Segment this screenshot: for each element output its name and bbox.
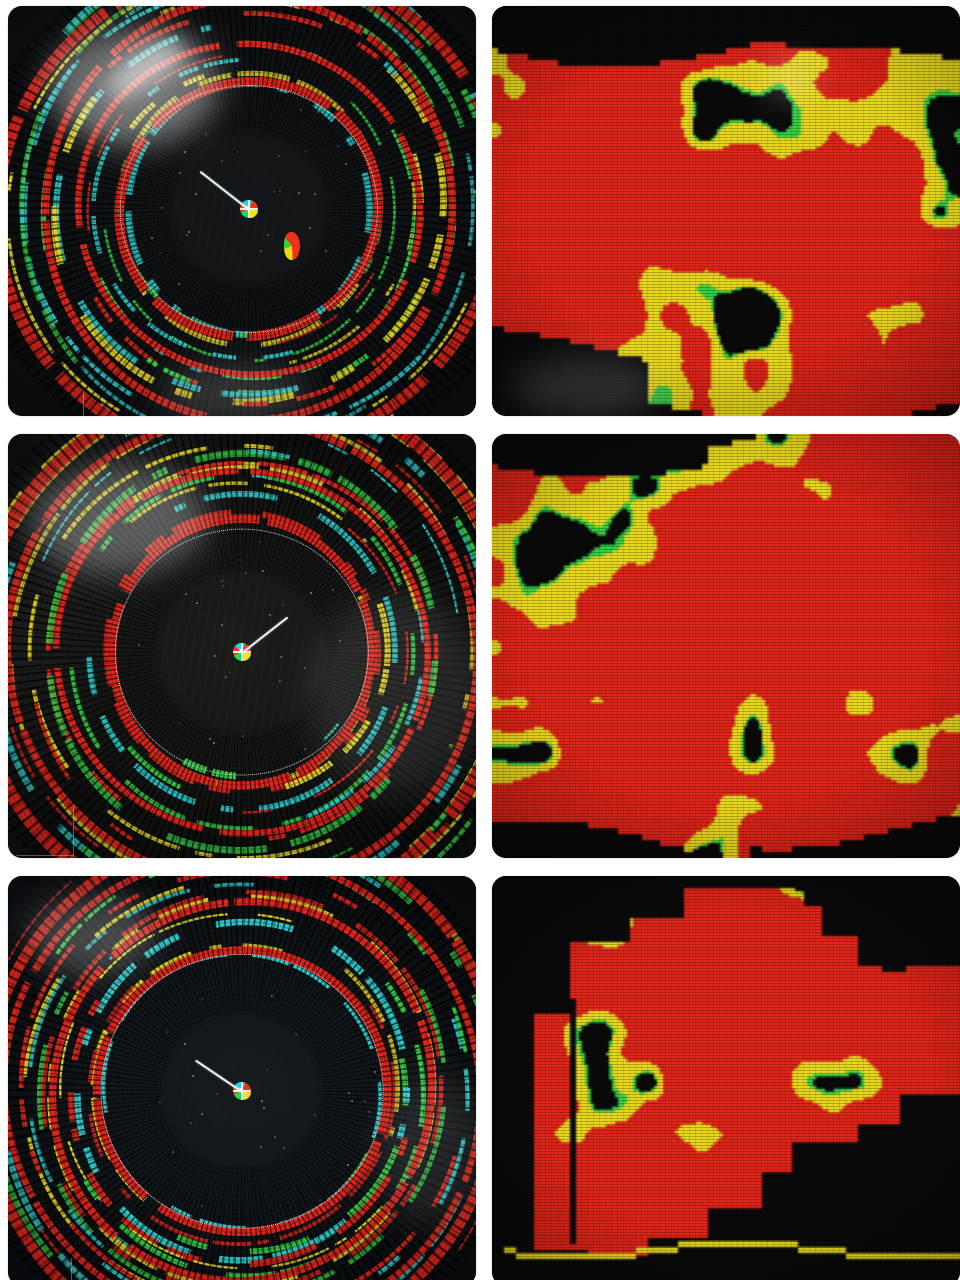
scope-noise-dot xyxy=(261,1100,263,1103)
scope-noise-dot xyxy=(201,1204,204,1207)
scope-noise-dot xyxy=(138,644,140,647)
scope-noise-dot xyxy=(172,1151,175,1154)
scope-noise-dot xyxy=(331,589,334,592)
scope-noise-dot xyxy=(278,155,281,158)
pixel-display-panel-bottom-right xyxy=(492,876,960,1280)
scope-noise-dot xyxy=(220,623,223,626)
scope-noise-dot xyxy=(318,1199,321,1202)
scope-noise-dot xyxy=(282,603,285,606)
scope-noise-dot xyxy=(316,111,319,114)
scope-noise-dot xyxy=(195,601,198,604)
pixel-intensity-canvas xyxy=(492,434,960,858)
scope-noise-dot xyxy=(185,593,188,596)
scope-noise-dot xyxy=(184,1042,187,1045)
radar-ppi-panel-top-left xyxy=(8,6,476,416)
scope-noise-dot xyxy=(186,233,189,236)
scope-noise-dot xyxy=(244,572,247,575)
scope-noise-dot xyxy=(283,1147,286,1150)
pixel-display-panel-middle-right xyxy=(492,434,960,858)
scope-noise-dot xyxy=(209,738,212,741)
scope-noise-dot xyxy=(260,1145,262,1148)
scope-noise-dot xyxy=(229,670,232,673)
scope-noise-dot xyxy=(220,579,223,582)
scope-noise-dot xyxy=(188,231,191,234)
scope-noise-dot xyxy=(178,282,181,285)
scope-noise-dot xyxy=(266,1068,269,1071)
scope-noise-dot xyxy=(351,1099,354,1102)
scope-noise-dot xyxy=(213,741,216,744)
scope-noise-dot xyxy=(268,614,271,617)
scope-noise-dot xyxy=(309,227,312,230)
scope-noise-dot xyxy=(347,1163,350,1166)
radar-ppi-panel-middle-left xyxy=(8,434,476,858)
scope-noise-dot xyxy=(242,735,245,738)
scope-noise-dot xyxy=(304,149,307,152)
scope-noise-dot xyxy=(158,1100,161,1103)
scope-noise-dot xyxy=(221,160,224,163)
scope-noise-dot xyxy=(373,1071,376,1074)
scope-noise-dot xyxy=(239,559,242,562)
pixel-intensity-canvas xyxy=(492,6,960,416)
scope-noise-dot xyxy=(338,639,341,642)
scope-noise-dot xyxy=(273,191,276,194)
scope-noise-dot xyxy=(303,667,306,670)
scope-noise-dot xyxy=(310,591,313,594)
scope-noise-dot xyxy=(216,1093,219,1096)
scope-noise-dot xyxy=(337,144,340,147)
scope-noise-dot xyxy=(222,584,225,587)
scope-noise-dot xyxy=(191,1075,194,1078)
scope-noise-dot xyxy=(225,676,228,679)
scope-noise-dot xyxy=(314,1113,317,1116)
scope-noise-dot xyxy=(178,721,181,724)
scope-noise-dot xyxy=(345,163,348,166)
scope-noise-dot xyxy=(270,995,273,998)
scope-noise-dot xyxy=(214,654,217,657)
scope-noise-dot xyxy=(295,1033,298,1036)
scope-noise-dot xyxy=(314,193,317,196)
scope-noise-dot xyxy=(325,250,328,253)
scope-noise-dot xyxy=(273,1136,276,1139)
scope-noise-dot xyxy=(364,1100,367,1103)
scope-noise-dot xyxy=(159,251,162,254)
scope-noise-dot xyxy=(299,108,302,111)
scope-noise-dot xyxy=(280,655,283,658)
scope-noise-dot xyxy=(267,234,270,237)
scope-noise-dot xyxy=(259,250,262,253)
scope-noise-dot xyxy=(201,997,203,1000)
scope-noise-dot xyxy=(368,1111,371,1114)
range-ring xyxy=(119,84,379,333)
scope-noise-dot xyxy=(151,237,154,240)
radar-ppi-panel-bottom-left xyxy=(8,876,476,1280)
scope-noise-dot xyxy=(201,1112,204,1115)
scope-noise-dot xyxy=(259,540,262,543)
scope-noise-dot xyxy=(179,172,181,175)
scope-noise-dot xyxy=(263,1106,266,1109)
scope-noise-dot xyxy=(262,569,265,572)
radar-target-echo xyxy=(284,232,300,260)
scope-noise-dot xyxy=(303,747,306,750)
scope-noise-dot xyxy=(160,207,163,210)
scope-noise-dot xyxy=(189,1122,192,1125)
scope-noise-dot xyxy=(195,193,198,196)
scope-noise-dot xyxy=(297,192,300,195)
pixel-display-panel-top-right xyxy=(492,6,960,416)
scope-noise-dot xyxy=(184,150,187,153)
scope-noise-dot xyxy=(237,151,240,154)
scope-noise-dot xyxy=(166,1031,169,1034)
pixel-intensity-canvas xyxy=(492,876,960,1280)
scope-noise-dot xyxy=(347,1091,350,1094)
scope-noise-dot xyxy=(279,189,282,192)
scope-noise-dot xyxy=(278,680,281,683)
